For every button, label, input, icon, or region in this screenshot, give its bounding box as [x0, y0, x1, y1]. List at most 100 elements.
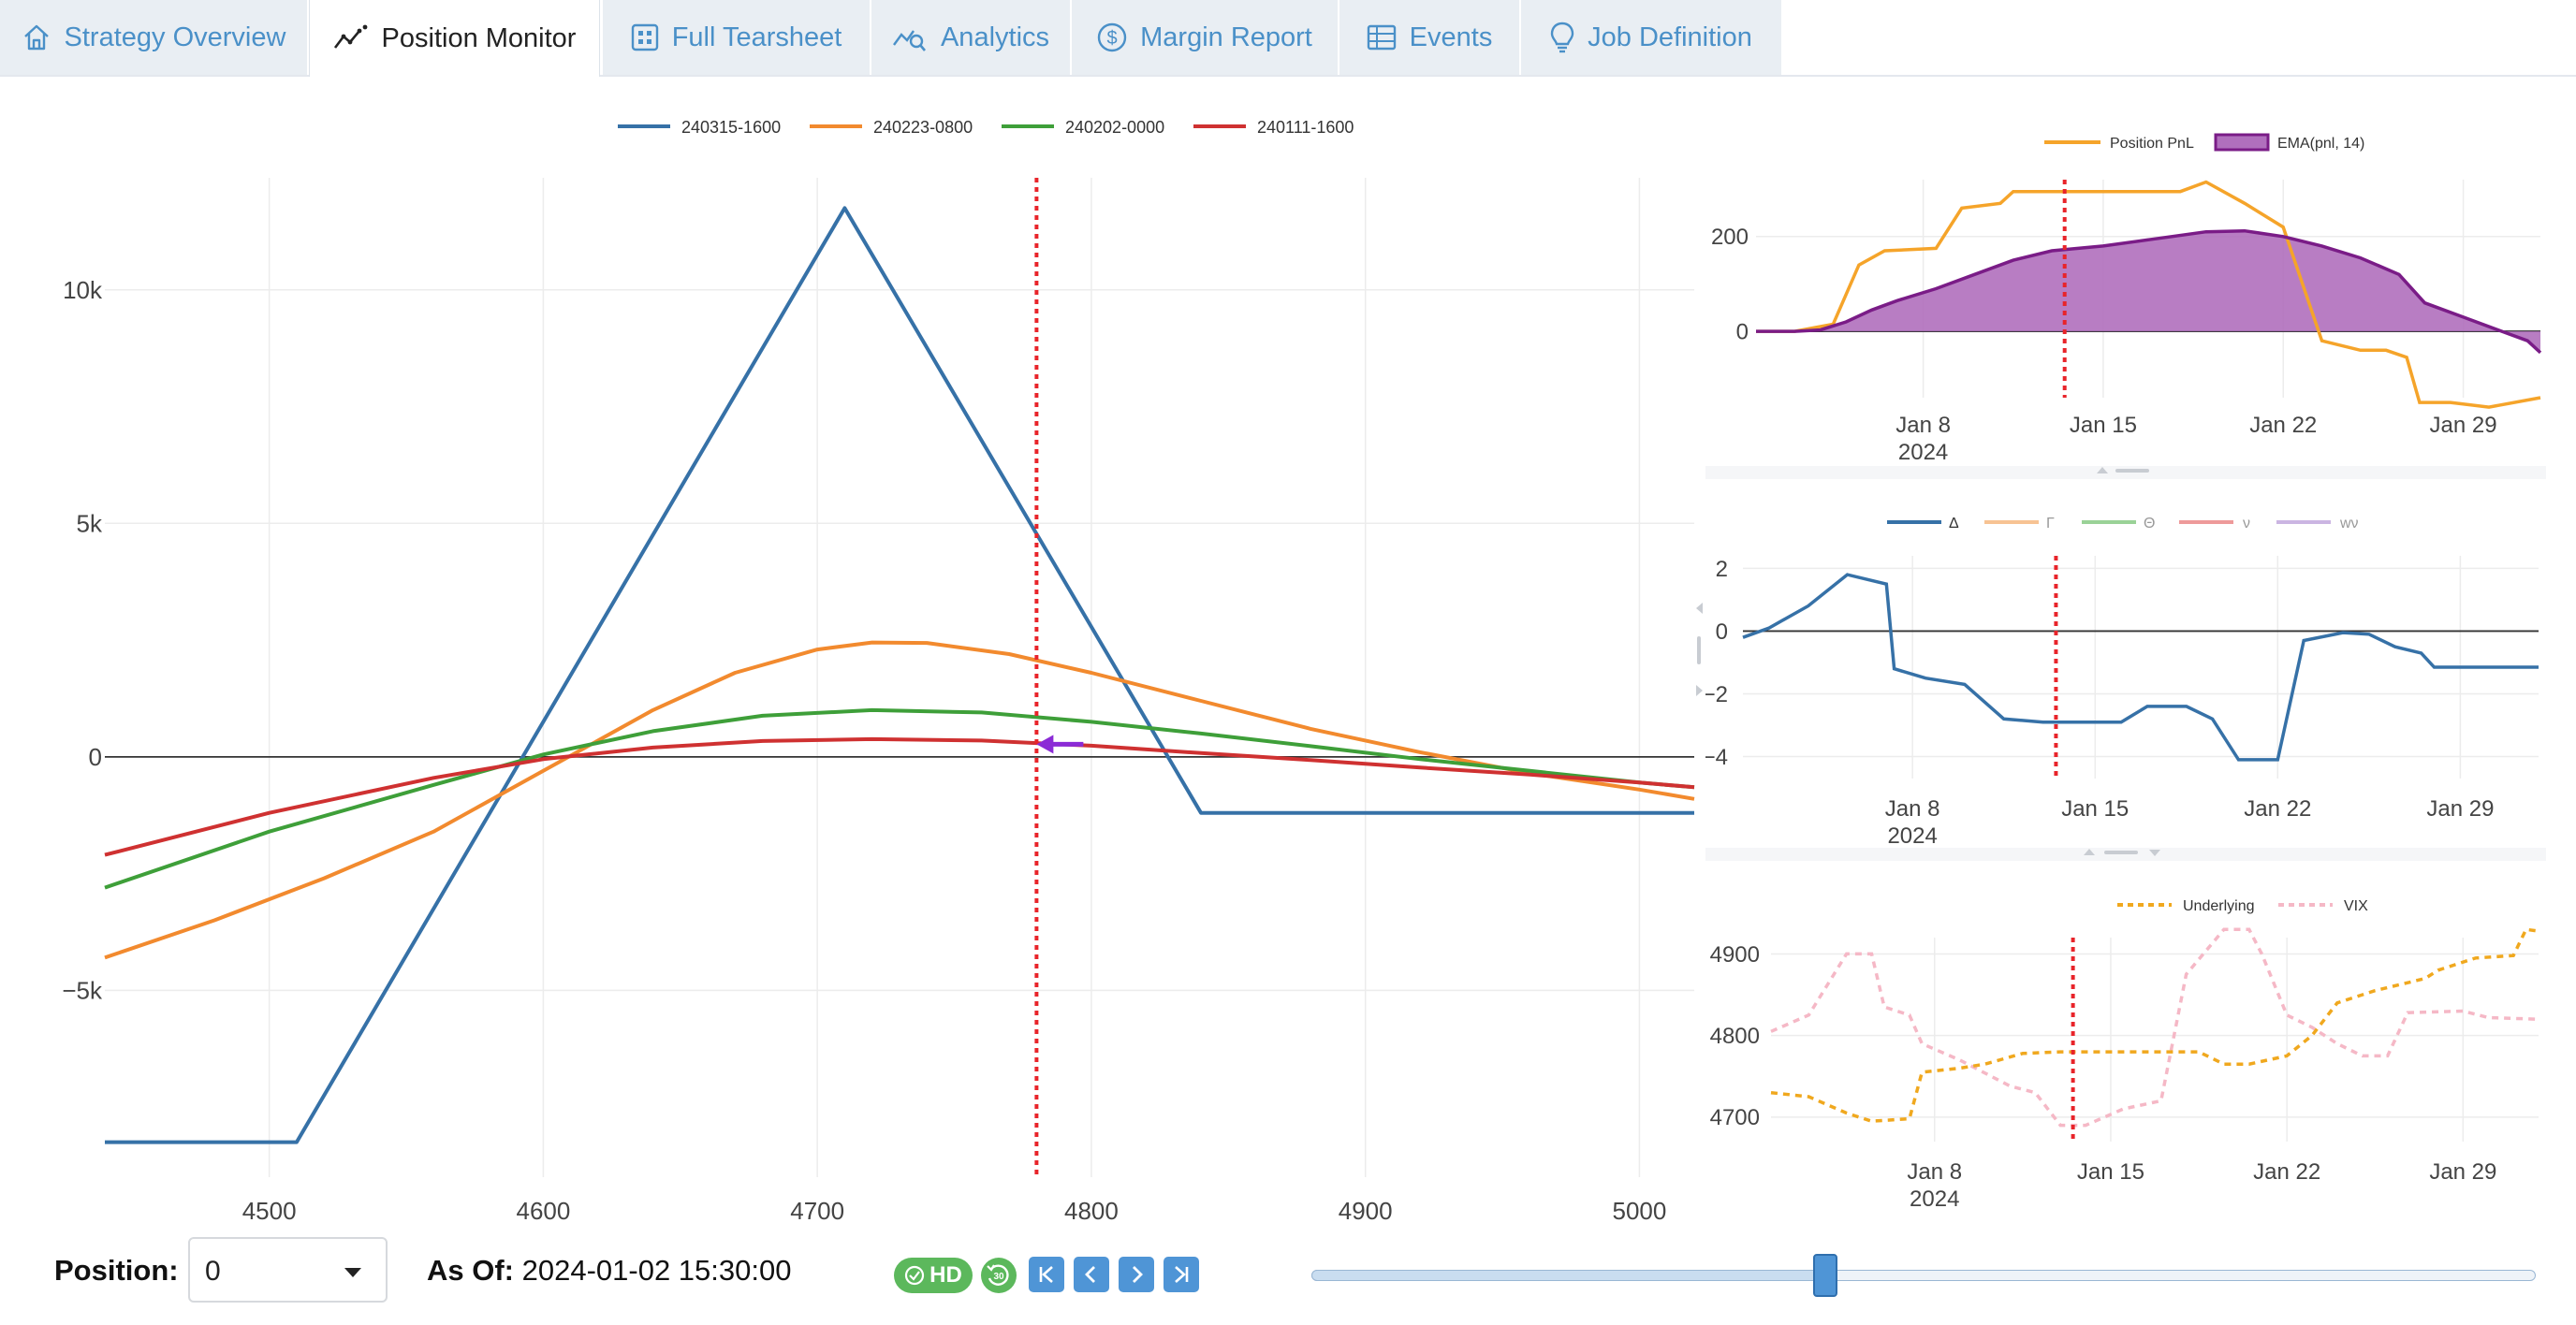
- legend-label: Δ: [1949, 516, 1959, 531]
- x-year-label: 2024: [1887, 823, 1937, 848]
- splitter-handle[interactable]: [2080, 846, 2172, 859]
- y-tick-label: −5k: [62, 976, 103, 1004]
- gridlines: [105, 178, 1694, 1177]
- gridlines: [1771, 938, 2539, 1142]
- legend-label: Γ: [2046, 516, 2055, 531]
- position-select[interactable]: 0: [188, 1237, 388, 1303]
- y-tick-label: 5k: [77, 509, 103, 537]
- hd-label: HD: [929, 1262, 962, 1288]
- x-tick-label: Jan 15: [2070, 413, 2137, 438]
- y-tick-label: 0: [89, 743, 102, 771]
- asof-label: As Of:: [427, 1254, 514, 1287]
- greeks-chart[interactable]: Δ Γ Θ ν wν −4 −2 0 2 Jan 8 Jan 15 Jan 22 Jan 29…: [1705, 479, 2546, 848]
- splitter-handle[interactable]: [2093, 464, 2159, 477]
- x-tick-label: Jan 8: [1885, 796, 1940, 822]
- payoff-legend: 240315-1600 240223-0800 240202-0000 2401…: [618, 118, 1354, 137]
- x-tick-label: Jan 15: [2077, 1159, 2144, 1185]
- chevron-down-icon: [344, 1268, 361, 1277]
- legend-label: 240315-1600: [681, 118, 781, 137]
- x-tick-label: Jan 22: [2249, 413, 2317, 438]
- vertical-splitter[interactable]: [1692, 599, 1705, 702]
- y-tick-label: 10k: [63, 276, 103, 304]
- tab-label: Strategy Overview: [64, 22, 286, 52]
- x-tick-label: Jan 22: [2244, 796, 2311, 822]
- x-tick-label: Jan 29: [2429, 1159, 2496, 1185]
- next-button[interactable]: [1119, 1257, 1154, 1292]
- x-tick-label: 4800: [1064, 1197, 1119, 1225]
- replay-30-button[interactable]: 30: [981, 1258, 1017, 1293]
- hd-button[interactable]: HD: [894, 1258, 973, 1293]
- position-value: 0: [205, 1256, 221, 1287]
- trend-icon: [333, 24, 367, 49]
- asof-value: 2024-01-02 15:30:00: [521, 1254, 792, 1287]
- table-icon: [1367, 24, 1396, 51]
- time-slider-fill: [1311, 1270, 1826, 1281]
- x-tick-label: Jan 8: [1895, 413, 1951, 438]
- y-tick-label: 0: [1736, 319, 1749, 344]
- legend-label: EMA(pnl, 14): [2277, 136, 2364, 152]
- pnl-chart[interactable]: Position PnL EMA(pnl, 14) 0 200 Jan 8 Jan 1…: [1705, 94, 2546, 466]
- x-tick-label: Jan 8: [1907, 1159, 1962, 1185]
- x-tick-label: 4600: [516, 1197, 570, 1225]
- y-tick-label: −4: [1705, 745, 1728, 770]
- x-year-label: 2024: [1910, 1187, 1959, 1212]
- tab-label: Events: [1409, 22, 1493, 52]
- tab-strategy-overview[interactable]: Strategy Overview: [0, 0, 307, 75]
- underlying-line: [1770, 927, 2539, 1123]
- y-tick-label: 4900: [1710, 942, 1760, 968]
- legend-label: Underlying: [2183, 898, 2254, 914]
- tab-position-monitor[interactable]: Position Monitor: [309, 0, 600, 77]
- legend-label: 240202-0000: [1065, 118, 1164, 137]
- tab-job-definition[interactable]: Job Definition: [1521, 0, 1781, 75]
- tab-label: Position Monitor: [381, 22, 577, 53]
- pnl-legend: Position PnL EMA(pnl, 14): [2044, 133, 2364, 152]
- tab-full-tearsheet[interactable]: Full Tearsheet: [603, 0, 870, 75]
- dollar-icon: $: [1097, 22, 1127, 52]
- legend-label: Position PnL: [2110, 136, 2194, 152]
- svg-text:$: $: [1107, 28, 1118, 49]
- tab-label: Job Definition: [1588, 22, 1752, 52]
- x-tick-label: 4900: [1339, 1197, 1393, 1225]
- time-slider-handle[interactable]: [1813, 1254, 1838, 1297]
- payoff-line-240315-1600: [105, 206, 1694, 1144]
- analytics-icon: [892, 30, 926, 51]
- payoff-chart[interactable]: 240315-1600 240223-0800 240202-0000 2401…: [0, 89, 1699, 1230]
- delta-line: [1742, 573, 2539, 762]
- pnl-line: [1756, 180, 2541, 409]
- y-tick-label: −2: [1705, 682, 1728, 707]
- ema-line: [1756, 228, 2542, 355]
- chevron-right-icon: [1133, 1266, 1143, 1283]
- last-button[interactable]: [1164, 1257, 1199, 1292]
- tab-label: Analytics: [940, 22, 1050, 52]
- y-tick-label: 0: [1716, 619, 1728, 645]
- first-button[interactable]: [1029, 1257, 1064, 1292]
- ema-area: [1756, 230, 2540, 353]
- tab-margin-report[interactable]: $ Margin Report: [1072, 0, 1338, 75]
- market-legend: Underlying VIX: [2117, 898, 2368, 914]
- payoff-line-240111-1600: [104, 736, 1695, 857]
- x-tick-label: Jan 29: [2430, 413, 2497, 438]
- previous-button[interactable]: [1074, 1257, 1109, 1292]
- tab-label: Margin Report: [1140, 22, 1312, 52]
- asof-display: As Of: 2024-01-02 15:30:00: [427, 1254, 791, 1288]
- legend-label: Θ: [2144, 516, 2155, 531]
- tab-analytics[interactable]: Analytics: [871, 0, 1070, 75]
- home-icon: [23, 24, 49, 51]
- skip-start-icon: [1039, 1266, 1053, 1283]
- skip-end-icon: [1175, 1266, 1189, 1283]
- replay-icon: 30: [987, 1264, 1009, 1286]
- payoff-line-240223-0800: [104, 640, 1695, 960]
- grid-icon: [631, 23, 658, 51]
- x-tick-label: Jan 15: [2061, 796, 2129, 822]
- tab-label: Full Tearsheet: [671, 22, 842, 52]
- legend-label: ν: [2243, 516, 2250, 531]
- x-tick-label: 5000: [1613, 1197, 1667, 1225]
- x-tick-label: 4700: [790, 1197, 844, 1225]
- market-chart[interactable]: Underlying VIX 4700 4800 4900 Jan 8 Jan 15 Ja…: [1705, 861, 2546, 1212]
- tab-events[interactable]: Events: [1339, 0, 1519, 75]
- current-arrow-head: [1036, 735, 1054, 754]
- payoff-line-240202-0000: [104, 707, 1695, 890]
- tab-bar: Strategy Overview Position Monitor Full …: [0, 0, 2576, 77]
- y-tick-label: 2: [1716, 557, 1728, 582]
- x-tick-label: Jan 29: [2426, 796, 2494, 822]
